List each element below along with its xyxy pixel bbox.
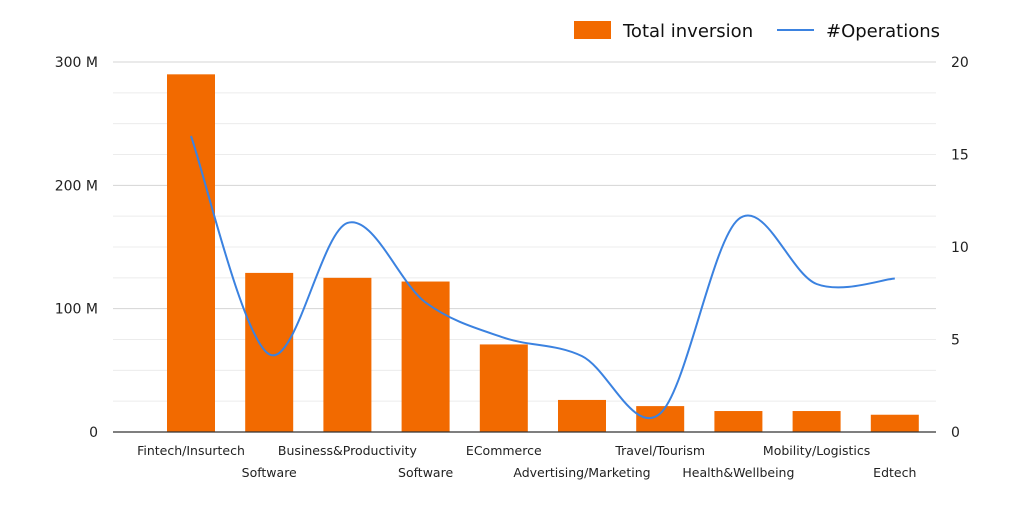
x-tick-label: Health&Wellbeing bbox=[682, 465, 794, 480]
x-tick-label: Software bbox=[398, 465, 453, 480]
line-series bbox=[190, 135, 895, 420]
operations-line bbox=[190, 135, 895, 420]
legend-label: Total inversion bbox=[622, 21, 753, 42]
axes: 0 100 M 200 M 300 M 0 5 10 15 20 Fintech/Insurtec… bbox=[55, 55, 969, 480]
y-right-tick-label: 20 bbox=[951, 55, 969, 71]
legend: Total inversion #Operations bbox=[574, 21, 940, 42]
legend-swatch-bar bbox=[574, 21, 611, 39]
y-right-tick-label: 5 bbox=[951, 333, 960, 349]
bar bbox=[558, 399, 606, 432]
x-tick-label: ECommerce bbox=[466, 443, 542, 458]
y-right-tick-label: 0 bbox=[951, 425, 960, 441]
y-left-tick-label: 100 M bbox=[55, 302, 98, 318]
bar bbox=[167, 74, 215, 432]
y-left-tick-label: 300 M bbox=[55, 55, 98, 71]
x-tick-label: Travel/Tourism bbox=[614, 443, 705, 458]
y-right-tick-label: 15 bbox=[951, 148, 969, 164]
x-tick-label: Mobility/Logistics bbox=[763, 443, 870, 458]
x-tick-label: Software bbox=[242, 465, 297, 480]
bar bbox=[479, 344, 528, 432]
legend-label: #Operations bbox=[826, 21, 940, 42]
x-tick-label: Edtech bbox=[873, 465, 916, 480]
y-left-tick-label: 0 bbox=[89, 425, 98, 441]
bar bbox=[401, 281, 450, 432]
y-right-tick-label: 10 bbox=[951, 240, 969, 256]
bar bbox=[792, 411, 841, 432]
x-tick-label: Advertising/Marketing bbox=[513, 465, 650, 480]
bar bbox=[636, 406, 685, 432]
x-tick-label: Business&Productivity bbox=[278, 443, 418, 458]
y-left-tick-label: 200 M bbox=[55, 178, 98, 194]
x-tick-label: Fintech/Insurtech bbox=[137, 443, 245, 458]
bar bbox=[870, 414, 919, 432]
bar-series bbox=[167, 74, 919, 432]
bar bbox=[714, 411, 763, 432]
bar bbox=[323, 277, 372, 432]
bar bbox=[245, 272, 294, 432]
